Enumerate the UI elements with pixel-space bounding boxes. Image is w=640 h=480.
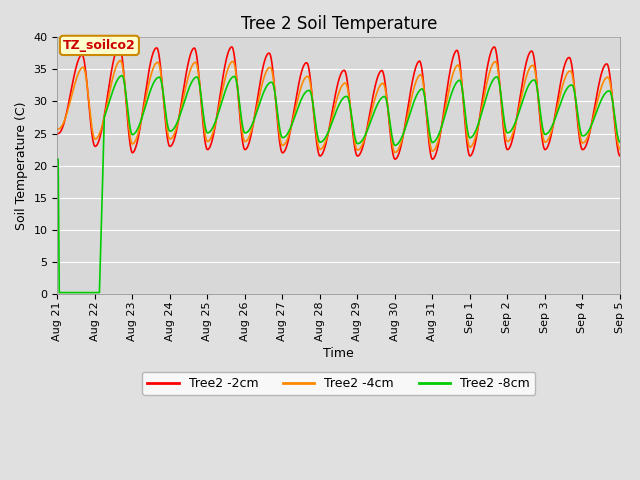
Tree2 -8cm bbox=[118, 73, 125, 79]
Tree2 -8cm bbox=[269, 83, 277, 88]
Text: TZ_soilco2: TZ_soilco2 bbox=[63, 39, 136, 52]
Tree2 -2cm bbox=[545, 141, 552, 147]
Tree2 -4cm bbox=[545, 135, 552, 141]
Tree2 -2cm bbox=[54, 131, 61, 136]
Tree2 -2cm bbox=[605, 69, 613, 75]
Title: Tree 2 Soil Temperature: Tree 2 Soil Temperature bbox=[241, 15, 437, 33]
Tree2 -4cm bbox=[605, 77, 613, 83]
Tree2 -2cm bbox=[616, 153, 624, 159]
Tree2 -4cm bbox=[116, 58, 124, 63]
Tree2 -2cm bbox=[391, 156, 399, 162]
Tree2 -8cm bbox=[118, 73, 126, 79]
Tree2 -4cm bbox=[294, 96, 301, 102]
Tree2 -8cm bbox=[294, 105, 301, 111]
Tree2 -4cm bbox=[269, 76, 277, 82]
Tree2 -2cm bbox=[115, 43, 123, 49]
X-axis label: Time: Time bbox=[323, 347, 354, 360]
Line: Tree2 -8cm: Tree2 -8cm bbox=[58, 76, 620, 293]
Tree2 -2cm bbox=[118, 51, 125, 57]
Tree2 -4cm bbox=[616, 146, 624, 152]
Tree2 -2cm bbox=[294, 86, 301, 92]
Tree2 -8cm bbox=[545, 129, 552, 135]
Y-axis label: Soil Temperature (C): Soil Temperature (C) bbox=[15, 101, 28, 230]
Tree2 -4cm bbox=[391, 150, 399, 156]
Tree2 -8cm bbox=[54, 156, 61, 162]
Tree2 -2cm bbox=[151, 46, 159, 52]
Tree2 -4cm bbox=[54, 126, 61, 132]
Line: Tree2 -2cm: Tree2 -2cm bbox=[58, 46, 620, 159]
Tree2 -4cm bbox=[151, 61, 159, 67]
Line: Tree2 -4cm: Tree2 -4cm bbox=[58, 60, 620, 153]
Tree2 -8cm bbox=[56, 290, 63, 296]
Legend: Tree2 -2cm, Tree2 -4cm, Tree2 -8cm: Tree2 -2cm, Tree2 -4cm, Tree2 -8cm bbox=[142, 372, 535, 395]
Tree2 -8cm bbox=[616, 139, 624, 145]
Tree2 -2cm bbox=[269, 72, 277, 78]
Tree2 -4cm bbox=[118, 60, 125, 66]
Tree2 -8cm bbox=[152, 77, 159, 83]
Tree2 -8cm bbox=[605, 88, 613, 94]
